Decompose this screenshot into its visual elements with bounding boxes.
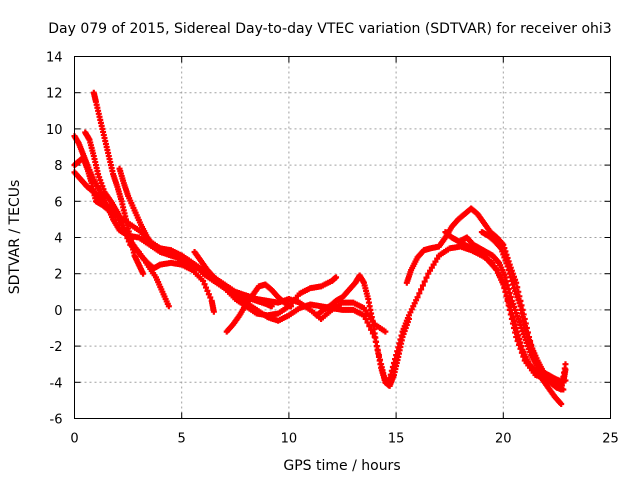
data-point	[124, 235, 131, 242]
data-point	[366, 323, 373, 330]
satellite-track-4	[90, 89, 147, 277]
data-point	[200, 277, 207, 284]
y-tick-label: -4	[50, 376, 63, 391]
data-point	[364, 319, 371, 326]
y-tick-label: 14	[46, 51, 63, 66]
data-point	[419, 282, 426, 289]
y-axis-label: SDTVAR / TECUs	[7, 180, 23, 295]
chart-title: Day 079 of 2015, Sidereal Day-to-day VTE…	[48, 21, 611, 37]
data-point	[202, 284, 209, 291]
y-tick-label: 12	[46, 87, 63, 102]
data-point	[165, 303, 172, 310]
data-point	[416, 290, 423, 297]
satellite-track-13	[457, 234, 569, 393]
y-tick-label: 0	[54, 304, 62, 319]
satellite-track-1	[71, 133, 275, 310]
data-point	[423, 274, 430, 281]
data-point	[207, 294, 214, 301]
y-tick-label: -6	[50, 413, 63, 428]
data-point	[204, 287, 211, 294]
data-point	[201, 281, 208, 288]
data-point	[333, 274, 340, 281]
data-point	[125, 238, 132, 245]
satellite-track-7	[191, 248, 340, 319]
x-tick-label: 5	[178, 432, 186, 447]
data-point	[558, 401, 565, 408]
data-point	[120, 225, 127, 232]
y-tick-label: 10	[46, 123, 63, 138]
data-point	[360, 312, 367, 319]
satellite-track-6	[71, 169, 172, 310]
data-point	[382, 328, 389, 335]
x-tick-label: 15	[388, 432, 405, 447]
data-point	[122, 231, 129, 238]
data-point	[121, 228, 128, 235]
satellite-track-8	[223, 281, 295, 335]
data-point	[421, 278, 428, 285]
y-tick-label: 4	[54, 232, 62, 247]
satellite-track-9	[313, 272, 412, 389]
data-point	[562, 361, 569, 368]
data-point	[418, 286, 425, 293]
satellite-track-3	[82, 129, 217, 315]
x-axis-label: GPS time / hours	[283, 458, 400, 474]
data-point	[288, 303, 295, 310]
x-tick-label: 20	[495, 432, 512, 447]
x-tick-label: 25	[602, 432, 619, 447]
x-tick-label: 0	[70, 432, 78, 447]
data-point	[405, 315, 412, 322]
data-point	[205, 291, 212, 298]
data-point	[118, 221, 125, 228]
y-tick-label: 8	[54, 159, 62, 174]
x-tick-label: 10	[281, 432, 298, 447]
plot-frame	[74, 56, 611, 419]
y-tick-label: -2	[50, 340, 63, 355]
data-point	[210, 308, 217, 315]
data-point	[140, 270, 147, 277]
y-tick-label: 2	[54, 268, 62, 283]
data-point	[362, 315, 369, 322]
data-series	[71, 89, 569, 408]
y-tick-label: 6	[54, 195, 62, 210]
data-point	[414, 294, 421, 301]
